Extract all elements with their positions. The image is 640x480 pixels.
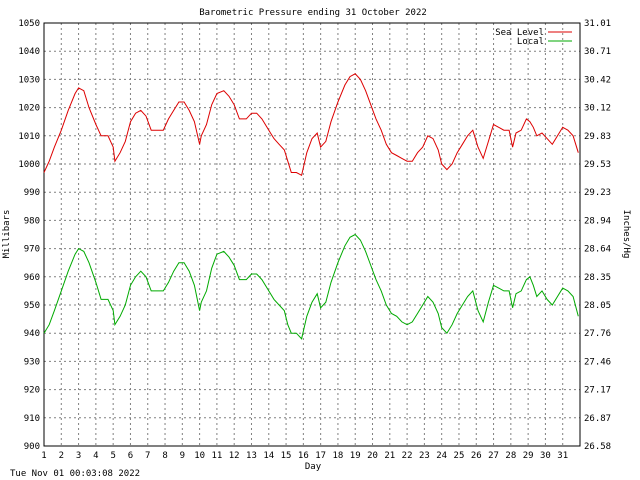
y-tick-label-right: 29.83 — [584, 132, 611, 142]
x-tick-label: 16 — [298, 451, 309, 461]
series-lines — [43, 73, 579, 340]
x-tick-label: 29 — [523, 451, 534, 461]
y-tick-label-right: 28.64 — [584, 245, 611, 255]
y-tick-label-left: 1040 — [18, 47, 40, 57]
y-tick-label-right: 28.35 — [584, 273, 611, 283]
y-tick-label-right: 26.58 — [584, 442, 611, 452]
y-tick-label-right: 28.94 — [584, 216, 611, 226]
x-tick-label: 23 — [419, 451, 430, 461]
y-tick-label-left: 1010 — [18, 132, 40, 142]
x-tick-label: 31 — [557, 451, 568, 461]
y-tick-label-right: 27.46 — [584, 357, 611, 367]
y-tick-label-right: 29.53 — [584, 160, 611, 170]
y-tick-label-left: 900 — [24, 442, 40, 452]
y-tick-label-left: 940 — [24, 329, 40, 339]
y-tick-label-left: 1020 — [18, 104, 40, 114]
x-tick-label: 20 — [367, 451, 378, 461]
y-tick-label-left: 980 — [24, 216, 40, 226]
x-tick-label: 18 — [333, 451, 344, 461]
y-tick-label-right: 29.23 — [584, 188, 611, 198]
y-axis-label-right: Inches/Hg — [621, 210, 631, 259]
x-tick-label: 19 — [350, 451, 361, 461]
y-tick-label-right: 30.71 — [584, 47, 611, 57]
x-tick-label: 28 — [505, 451, 516, 461]
footer-timestamp: Tue Nov 01 00:03:08 2022 — [10, 469, 141, 479]
y-axis-left-ticks: 900 910 920 930 940 950 960 970 980 990 1000 1010 10… — [18, 19, 40, 452]
plot-frame — [43, 22, 581, 447]
x-axis-label: Day — [305, 462, 322, 472]
y-tick-label-left: 950 — [24, 301, 40, 311]
series-line-local — [43, 233, 579, 340]
x-tick-label: 1 — [41, 451, 46, 461]
y-tick-label-left: 1030 — [18, 75, 40, 85]
x-tick-label: 10 — [194, 451, 205, 461]
y-tick-label-right: 27.17 — [584, 386, 611, 396]
x-tick-label: 26 — [471, 451, 482, 461]
y-tick-label-left: 930 — [24, 357, 40, 367]
y-tick-label-left: 920 — [24, 386, 40, 396]
y-tick-label-left: 1000 — [18, 160, 40, 170]
x-axis-ticks: 1 2 3 4 5 6 7 8 9 10 11 12 13 14 15 16 17 18 19 20 21 22 23 24 2… — [41, 451, 568, 461]
x-tick-label: 17 — [315, 451, 326, 461]
y-axis-right-ticks: 26.58 26.87 27.17 27.46 27.76 28.05 28.35 28.64… — [584, 19, 611, 452]
x-tick-label: 27 — [488, 451, 499, 461]
series-line-sea-level — [43, 73, 579, 177]
x-tick-label: 5 — [110, 451, 115, 461]
legend: Sea Level Local — [495, 28, 572, 47]
x-tick-label: 2 — [59, 451, 64, 461]
x-tick-label: 25 — [454, 451, 465, 461]
y-tick-label-left: 960 — [24, 273, 40, 283]
x-tick-label: 21 — [384, 451, 395, 461]
chart-title: Barometric Pressure ending 31 October 20… — [199, 8, 427, 18]
legend-label-sea-level: Sea Level — [495, 28, 544, 38]
y-tick-label-left: 970 — [24, 245, 40, 255]
y-tick-label-right: 30.42 — [584, 75, 611, 85]
x-tick-label: 12 — [229, 451, 240, 461]
x-tick-label: 9 — [180, 451, 185, 461]
legend-label-local: Local — [517, 37, 544, 47]
x-tick-label: 8 — [162, 451, 167, 461]
x-tick-label: 13 — [246, 451, 257, 461]
x-tick-label: 4 — [93, 451, 98, 461]
y-tick-label-left: 910 — [24, 414, 40, 424]
y-tick-label-right: 27.76 — [584, 329, 611, 339]
x-tick-label: 6 — [128, 451, 133, 461]
x-tick-label: 15 — [281, 451, 292, 461]
x-tick-label: 30 — [540, 451, 551, 461]
y-tick-label-left: 990 — [24, 188, 40, 198]
x-tick-label: 11 — [211, 451, 222, 461]
y-tick-label-right: 30.12 — [584, 104, 611, 114]
x-tick-label: 14 — [263, 451, 274, 461]
x-tick-label: 24 — [436, 451, 447, 461]
y-tick-label-right: 31.01 — [584, 19, 611, 29]
y-tick-label-right: 28.05 — [584, 301, 611, 311]
y-axis-label-left: Millibars — [2, 210, 12, 259]
x-tick-label: 3 — [76, 451, 81, 461]
x-tick-label: 7 — [145, 451, 150, 461]
y-tick-label-left: 1050 — [18, 19, 40, 29]
x-tick-label: 22 — [402, 451, 413, 461]
y-tick-label-right: 26.87 — [584, 414, 611, 424]
